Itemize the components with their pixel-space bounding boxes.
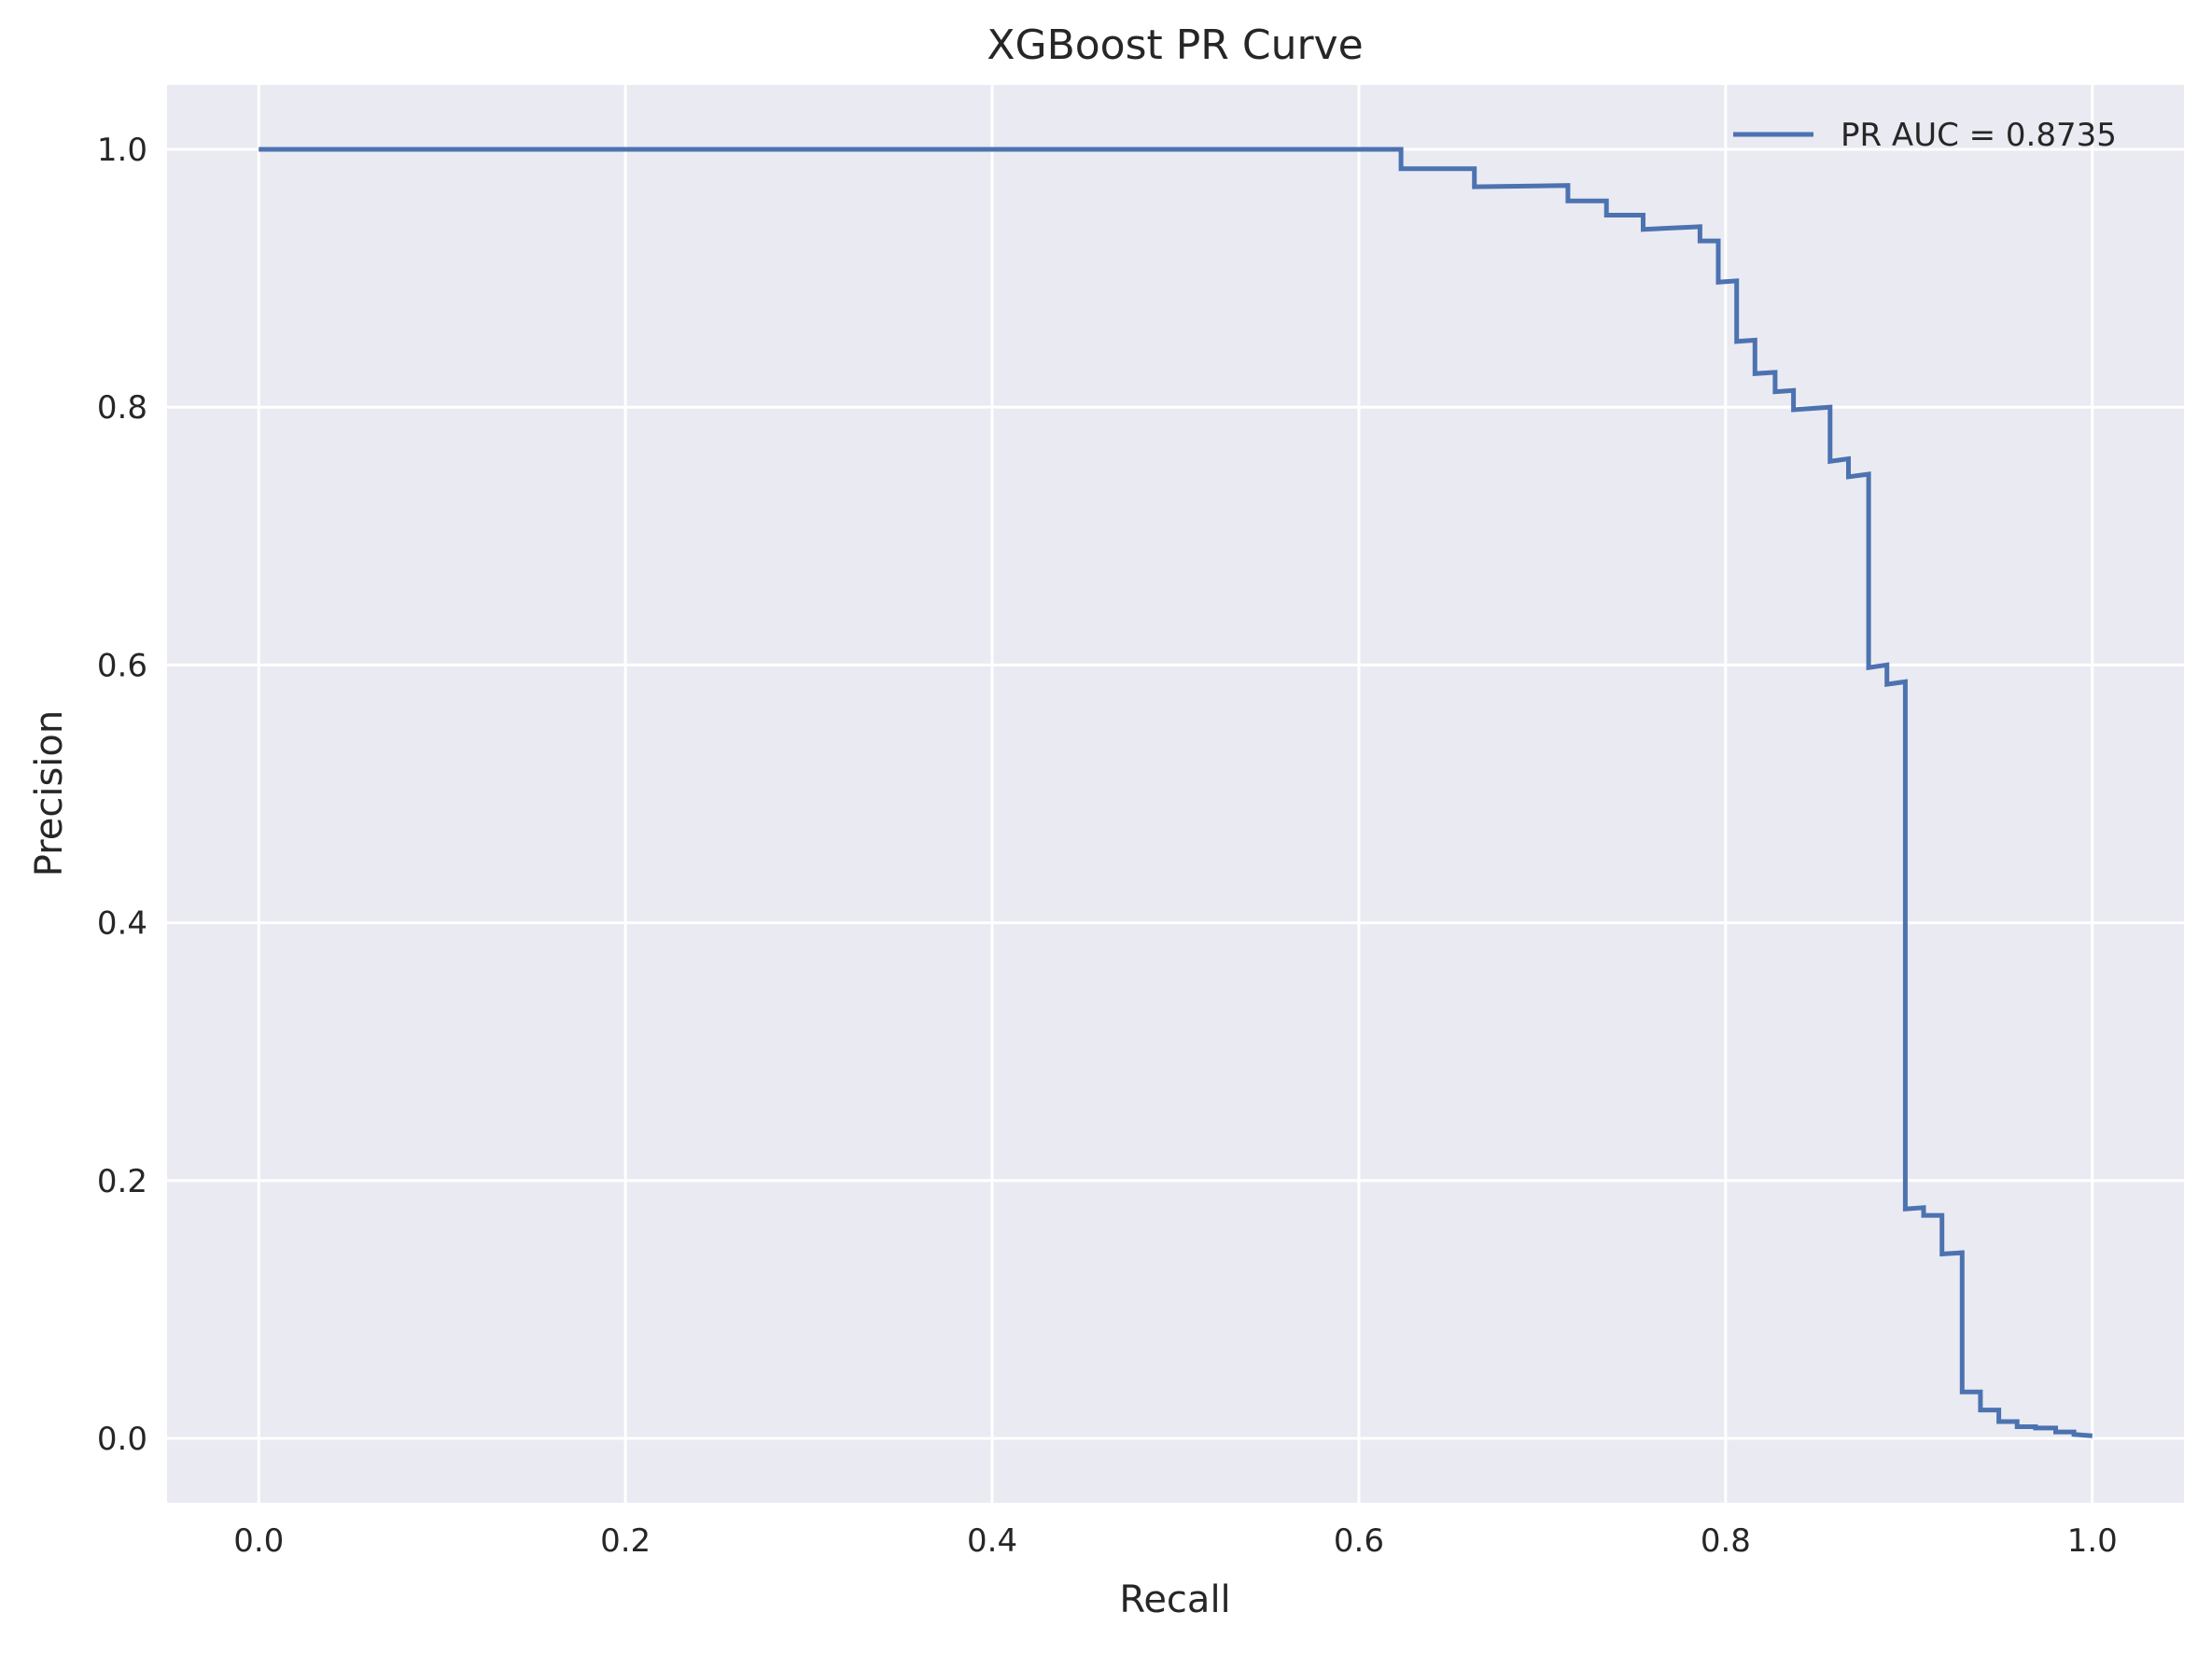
y-tick-label: 0.6 [97, 647, 147, 684]
x-tick-label: 0.0 [233, 1522, 284, 1560]
x-tick-label: 0.8 [1701, 1522, 1751, 1560]
y-axis-label: Precision [28, 710, 71, 876]
x-tick-label: 1.0 [2067, 1522, 2118, 1560]
x-tick-label: 0.4 [967, 1522, 1017, 1560]
grid-layer [167, 85, 2184, 1503]
legend: PR AUC = 0.8735 [1733, 117, 2117, 154]
y-tick-label: 0.0 [97, 1421, 147, 1458]
x-tick-label: 0.2 [600, 1522, 651, 1560]
pr-curve-line [259, 147, 2093, 1438]
plot-area [167, 85, 2184, 1503]
chart-title: XGBoost PR Curve [987, 21, 1363, 69]
series-layer [259, 147, 2093, 1438]
y-tick-label: 0.2 [97, 1163, 147, 1200]
y-tick-label: 0.8 [97, 389, 147, 427]
legend-label: PR AUC = 0.8735 [1841, 117, 2117, 154]
x-axis-label: Recall [1119, 1578, 1230, 1621]
y-tick-label: 0.4 [97, 905, 147, 943]
x-tick-label: 0.6 [1334, 1522, 1384, 1560]
y-tick-label: 1.0 [97, 132, 147, 169]
tick-labels: 0.0 0.2 0.4 0.6 0.8 1.0 0.0 0.2 0.4 0.6 0.8 1.0 [97, 132, 2118, 1560]
